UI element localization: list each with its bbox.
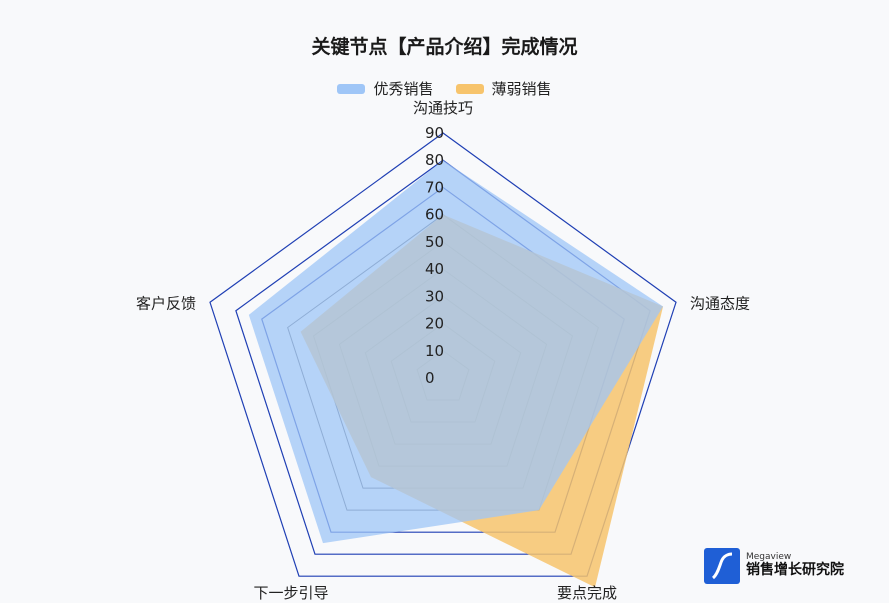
grid-ring-90 xyxy=(209,132,677,577)
brand-mark-icon xyxy=(704,548,740,584)
tick-label-10: 10 xyxy=(425,342,444,360)
indicator-label-2: 要点完成 xyxy=(557,584,617,602)
series-area-0 xyxy=(248,160,664,544)
legend-swatch-excellent xyxy=(337,83,366,94)
tick-label-20: 20 xyxy=(425,315,444,333)
indicator-label-4: 客户反馈 xyxy=(136,294,196,312)
legend: 优秀销售 薄弱销售 xyxy=(0,78,889,99)
brand-name: 销售增长研究院 xyxy=(746,562,844,579)
tick-label-80: 80 xyxy=(425,151,444,169)
brand-sub: Megaview xyxy=(746,552,792,563)
legend-swatch-weak xyxy=(455,83,484,94)
tick-label-30: 30 xyxy=(425,287,444,305)
indicator-label-3: 下一步引导 xyxy=(253,584,328,602)
tick-label-90: 90 xyxy=(425,124,444,142)
tick-label-70: 70 xyxy=(425,178,444,196)
legend-label-weak: 薄弱销售 xyxy=(491,80,552,98)
chart-title: 关键节点【产品介绍】完成情况 xyxy=(311,36,578,58)
legend-item-weak[interactable]: 薄弱销售 xyxy=(455,78,552,99)
tick-label-40: 40 xyxy=(425,260,444,278)
tick-label-0: 0 xyxy=(425,369,435,387)
indicator-label-0: 沟通技巧 xyxy=(413,99,473,117)
tick-label-50: 50 xyxy=(425,233,444,251)
indicator-label-1: 沟通态度 xyxy=(690,294,750,312)
brand-logo: Megaview 销售增长研究院 xyxy=(704,548,844,584)
tick-label-60: 60 xyxy=(425,206,444,224)
legend-item-excellent[interactable]: 优秀销售 xyxy=(337,78,434,99)
legend-label-excellent: 优秀销售 xyxy=(373,80,434,98)
